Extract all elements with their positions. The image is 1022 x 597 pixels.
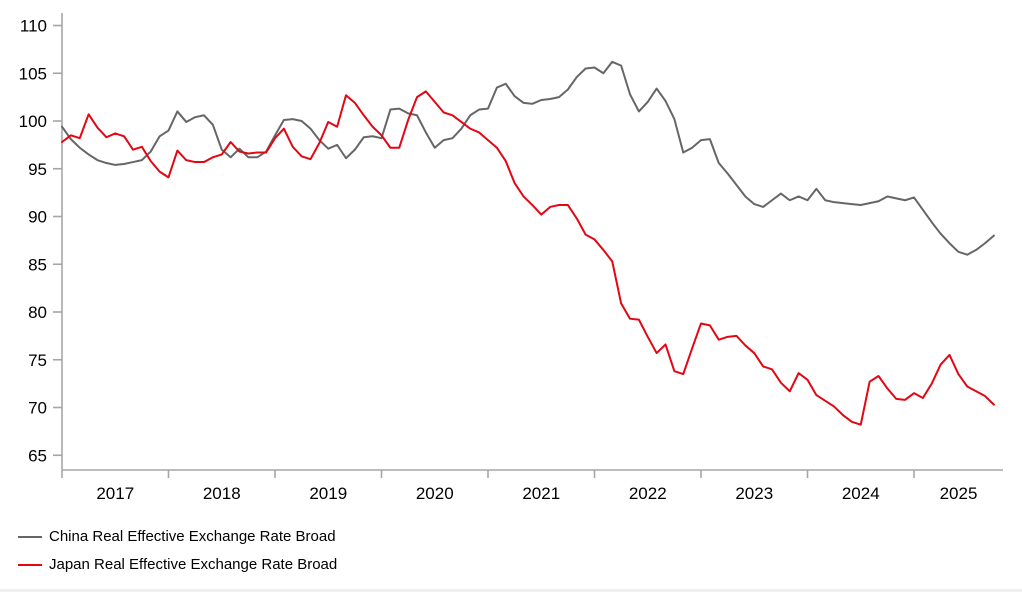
x-year-label: 2018 bbox=[203, 484, 241, 503]
legend-label-china: China Real Effective Exchange Rate Broad bbox=[49, 528, 336, 545]
x-year-label: 2017 bbox=[96, 484, 134, 503]
x-year-label: 2025 bbox=[940, 484, 978, 503]
x-year-label: 2023 bbox=[735, 484, 773, 503]
x-year-label: 2022 bbox=[629, 484, 667, 503]
x-year-label: 2024 bbox=[842, 484, 880, 503]
y-tick-label: 80 bbox=[28, 303, 47, 322]
y-tick-label: 65 bbox=[28, 446, 47, 465]
y-tick-label: 70 bbox=[28, 399, 47, 418]
legend-label-japan: Japan Real Effective Exchange Rate Broad bbox=[49, 556, 338, 573]
x-year-label: 2019 bbox=[309, 484, 347, 503]
x-year-label: 2021 bbox=[522, 484, 560, 503]
y-tick-label: 105 bbox=[19, 64, 47, 83]
bottom-divider bbox=[0, 589, 1022, 592]
japan-line-swatch bbox=[18, 563, 42, 566]
legend-item-china: China Real Effective Exchange Rate Broad bbox=[18, 525, 337, 548]
y-tick-label: 90 bbox=[28, 208, 47, 227]
legend-item-japan: Japan Real Effective Exchange Rate Broad bbox=[18, 553, 337, 576]
y-tick-label: 85 bbox=[28, 255, 47, 274]
japan-line bbox=[61, 90, 995, 426]
china-line-swatch bbox=[18, 535, 42, 538]
y-tick-label: 110 bbox=[20, 17, 47, 36]
china-line bbox=[61, 60, 995, 256]
legend: China Real Effective Exchange Rate Broad… bbox=[18, 525, 337, 576]
y-tick-label: 75 bbox=[28, 351, 47, 370]
y-tick-label: 95 bbox=[28, 160, 47, 179]
x-year-label: 2020 bbox=[416, 484, 454, 503]
y-tick-label: 100 bbox=[19, 112, 47, 131]
